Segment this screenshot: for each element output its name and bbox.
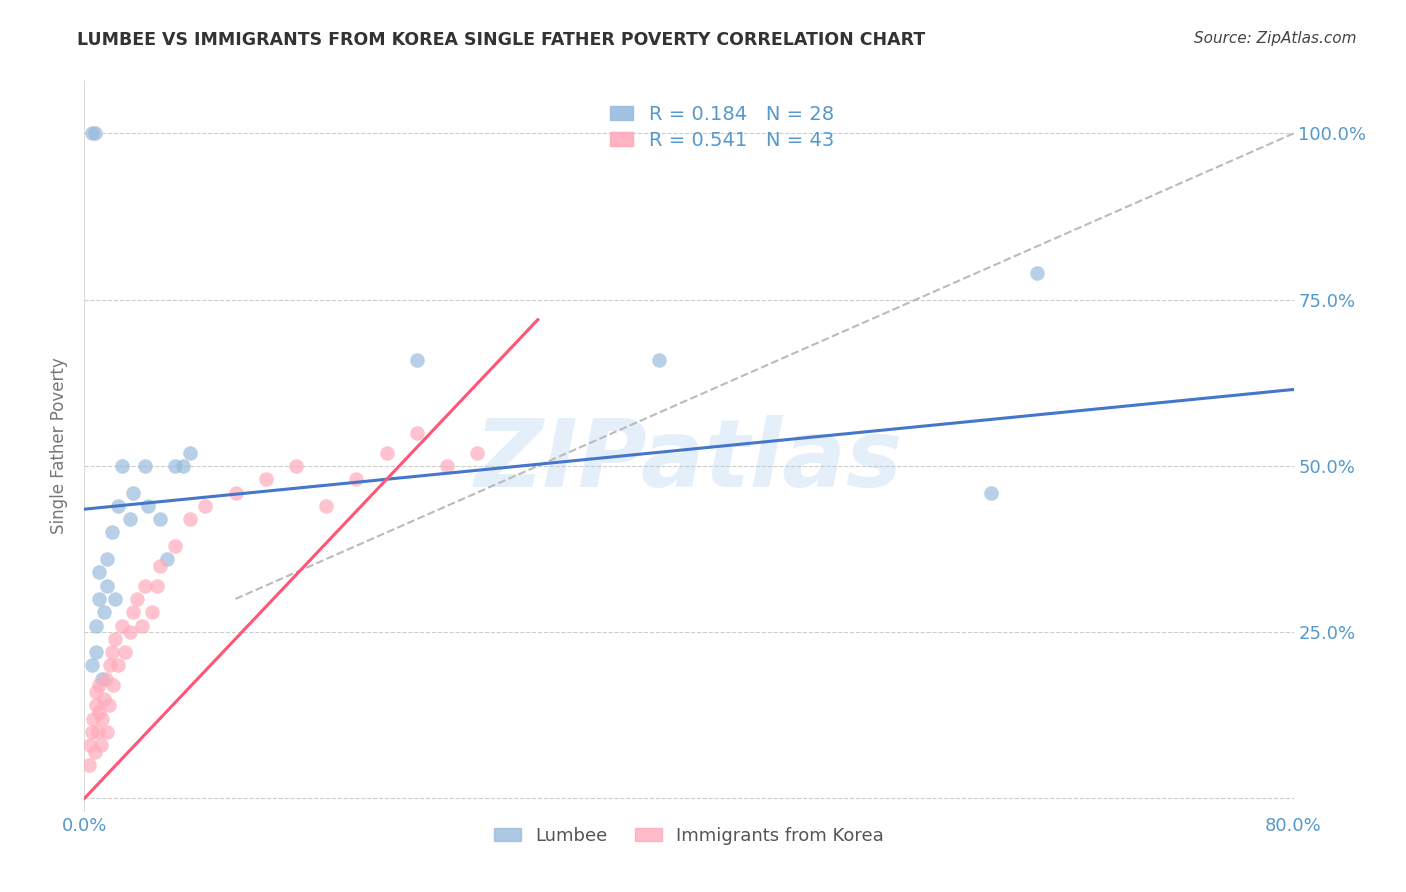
Point bbox=[100, 525, 122, 540]
Point bbox=[156, 552, 179, 566]
Point bbox=[127, 591, 149, 606]
Point bbox=[121, 605, 143, 619]
Point bbox=[146, 579, 169, 593]
Point bbox=[285, 458, 308, 473]
Point bbox=[98, 658, 121, 673]
Point bbox=[134, 579, 156, 593]
Point bbox=[86, 685, 108, 699]
Point bbox=[100, 645, 122, 659]
Point bbox=[86, 645, 108, 659]
Point bbox=[84, 127, 107, 141]
Point bbox=[90, 738, 112, 752]
Point bbox=[89, 591, 111, 606]
Point bbox=[101, 678, 124, 692]
Point bbox=[93, 691, 115, 706]
Point bbox=[94, 672, 117, 686]
Point bbox=[131, 618, 153, 632]
Point bbox=[121, 485, 143, 500]
Point bbox=[194, 499, 217, 513]
Point bbox=[91, 712, 114, 726]
Point bbox=[406, 425, 429, 440]
Point bbox=[79, 738, 101, 752]
Point bbox=[89, 678, 111, 692]
Point bbox=[77, 758, 100, 772]
Point bbox=[648, 352, 671, 367]
Point bbox=[107, 499, 129, 513]
Point bbox=[87, 725, 110, 739]
Point bbox=[980, 485, 1002, 500]
Point bbox=[114, 645, 136, 659]
Point bbox=[84, 745, 107, 759]
Point bbox=[86, 698, 108, 713]
Point bbox=[118, 625, 141, 640]
Point bbox=[80, 127, 103, 141]
Point bbox=[346, 472, 368, 486]
Point bbox=[80, 725, 103, 739]
Point bbox=[86, 618, 108, 632]
Point bbox=[91, 672, 114, 686]
Point bbox=[136, 499, 159, 513]
Point bbox=[89, 705, 111, 719]
Point bbox=[225, 485, 247, 500]
Point bbox=[104, 632, 127, 646]
Text: Source: ZipAtlas.com: Source: ZipAtlas.com bbox=[1194, 31, 1357, 46]
Point bbox=[97, 698, 120, 713]
Point bbox=[111, 618, 134, 632]
Text: LUMBEE VS IMMIGRANTS FROM KOREA SINGLE FATHER POVERTY CORRELATION CHART: LUMBEE VS IMMIGRANTS FROM KOREA SINGLE F… bbox=[77, 31, 925, 49]
Point bbox=[134, 458, 156, 473]
Point bbox=[111, 458, 134, 473]
Point bbox=[467, 445, 489, 459]
Legend: Lumbee, Immigrants from Korea: Lumbee, Immigrants from Korea bbox=[485, 818, 893, 854]
Point bbox=[107, 658, 129, 673]
Point bbox=[149, 512, 172, 526]
Point bbox=[93, 605, 115, 619]
Point bbox=[1025, 266, 1047, 280]
Point bbox=[118, 512, 141, 526]
Point bbox=[96, 579, 118, 593]
Point bbox=[165, 458, 187, 473]
Text: ZIPatlas: ZIPatlas bbox=[475, 415, 903, 507]
Point bbox=[96, 552, 118, 566]
Point bbox=[80, 658, 103, 673]
Point bbox=[179, 445, 201, 459]
Point bbox=[315, 499, 337, 513]
Point bbox=[172, 458, 194, 473]
Point bbox=[141, 605, 163, 619]
Point bbox=[96, 725, 118, 739]
Point bbox=[149, 558, 172, 573]
Point bbox=[406, 352, 429, 367]
Point bbox=[254, 472, 277, 486]
Point bbox=[82, 712, 104, 726]
Point bbox=[165, 539, 187, 553]
Y-axis label: Single Father Poverty: Single Father Poverty bbox=[51, 358, 69, 534]
Point bbox=[436, 458, 458, 473]
Point bbox=[375, 445, 398, 459]
Point bbox=[179, 512, 201, 526]
Point bbox=[89, 566, 111, 580]
Point bbox=[104, 591, 127, 606]
